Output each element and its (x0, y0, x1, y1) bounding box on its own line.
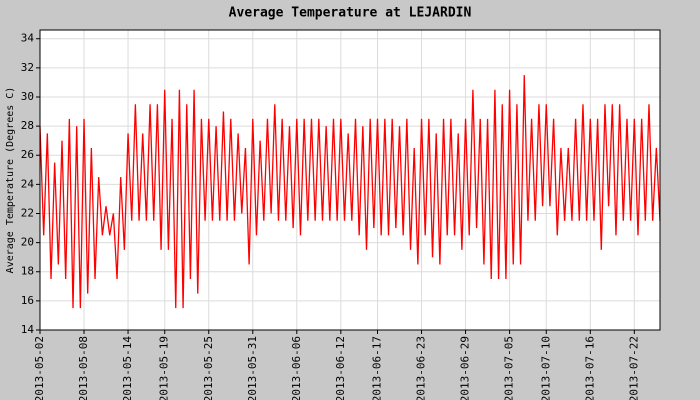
x-tick-label: 2013-06-23 (415, 336, 428, 400)
x-tick-label: 2013-05-08 (77, 336, 90, 400)
x-tick-label: 2013-05-31 (246, 336, 259, 400)
y-tick-label: 20 (21, 236, 34, 249)
y-tick-label: 24 (21, 177, 35, 190)
data-line (39, 75, 661, 309)
x-tick-label: 2013-07-05 (503, 336, 516, 400)
y-tick-label: 30 (21, 90, 34, 103)
x-tick-label: 2013-06-29 (459, 336, 472, 400)
y-tick-label: 18 (21, 265, 34, 278)
plot-frame (39, 29, 661, 331)
x-tick-label: 2013-07-16 (583, 336, 596, 400)
x-tick-label: 2013-06-12 (334, 336, 347, 400)
x-tick-label: 2013-05-25 (202, 336, 215, 400)
y-tick-label: 32 (21, 61, 34, 74)
chart-title: Average Temperature at LEJARDIN (229, 6, 472, 21)
x-tick-label: 2013-05-14 (121, 336, 134, 400)
y-tick-label: 26 (21, 148, 34, 161)
x-tick-label: 2013-05-19 (158, 336, 171, 400)
y-tick-label: 34 (21, 32, 35, 45)
y-tick-label: 16 (21, 294, 34, 307)
x-tick-label: 2013-06-06 (290, 336, 303, 400)
y-tick-label: 14 (21, 323, 35, 336)
x-tick-label: 2013-05-02 (33, 336, 46, 400)
y-tick-label: 22 (21, 206, 34, 219)
y-tick-label: 28 (21, 119, 34, 132)
y-axis-label: Average Temperature (Degrees C) (5, 87, 16, 274)
x-tick-label: 2013-06-17 (371, 336, 384, 400)
x-tick-label: 2013-07-22 (627, 336, 640, 400)
x-tick-label: 2013-07-10 (539, 336, 552, 400)
